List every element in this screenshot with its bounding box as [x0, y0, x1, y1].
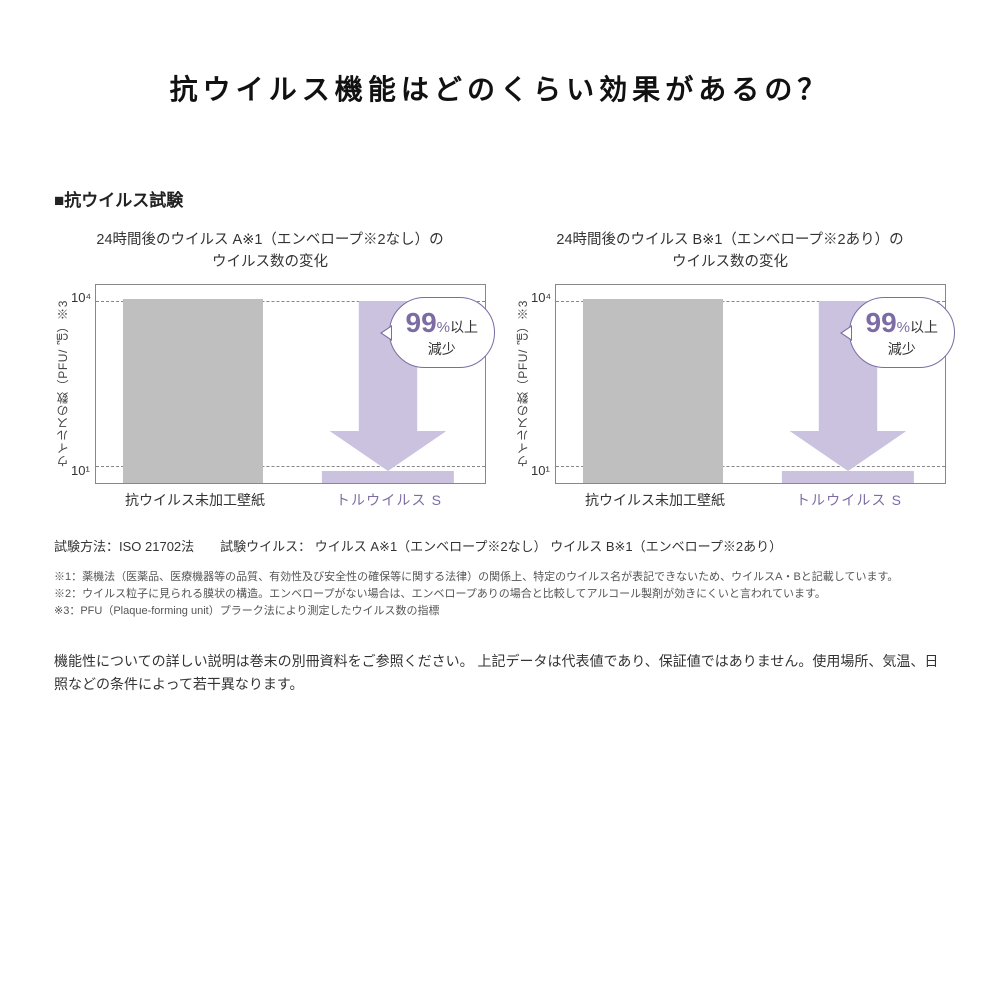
chart-a-yaxis: 10⁴ 10¹	[71, 284, 95, 484]
chart-a-title-line2: ウイルス数の変化	[212, 254, 328, 270]
page-title: 抗ウイルス機能はどのくらい効果があるの？	[54, 68, 946, 108]
chart-b: 24時間後のウイルス B※1（エンベロープ※2あり）の ウイルス数の変化 ウイル…	[514, 229, 946, 510]
disclaimer: 機能性についての詳しい説明は巻末の別冊資料をご参照ください。 上記データは代表値…	[54, 650, 946, 696]
chart-b-callout-pct: %	[897, 319, 910, 336]
chart-a-callout-line2: 減少	[406, 341, 479, 357]
footnotes: ※1：薬機法（医薬品、医療機器等の品質、有効性及び安全性の確保等に関する法律）の…	[54, 569, 946, 620]
chart-a-xlabel-treated: トルウイルス S	[292, 490, 486, 510]
chart-a-ytick-top: 10⁴	[71, 290, 91, 305]
chart-a-ytick-bot: 10¹	[71, 463, 91, 478]
footnote-1: ※1：薬機法（医薬品、医療機器等の品質、有効性及び安全性の確保等に関する法律）の…	[54, 569, 946, 586]
chart-a-bar-control	[123, 299, 263, 483]
chart-a-ylabel: ウイルスの数（PFU/ ㎠）※3	[54, 290, 71, 477]
chart-b-callout-tail-icon	[840, 325, 852, 341]
chart-a-xlabel-control: 抗ウイルス未加工壁紙	[98, 490, 292, 510]
chart-a-bar-treated	[322, 471, 454, 483]
chart-b-bar-control	[583, 299, 723, 483]
footnote-3: ※3：PFU（Plaque-forming unit）プラーク法により測定したウ…	[54, 603, 946, 620]
chart-b-bar-treated	[782, 471, 914, 483]
chart-a-callout-num: 99	[406, 307, 437, 338]
chart-b-callout: 99%以上 減少	[849, 297, 956, 368]
chart-b-ylabel: ウイルスの数（PFU/ ㎠）※3	[514, 290, 531, 477]
chart-b-yaxis: 10⁴ 10¹	[531, 284, 555, 484]
chart-b-plot: 99%以上 減少	[555, 284, 946, 484]
section-subheading: ■抗ウイルス試験	[54, 186, 946, 211]
chart-b-callout-num: 99	[866, 307, 897, 338]
chart-a: 24時間後のウイルス A※1（エンベロープ※2なし）の ウイルス数の変化 ウイル…	[54, 229, 486, 510]
chart-a-callout-tail-icon	[380, 325, 392, 341]
chart-a-callout-pct: %	[437, 319, 450, 336]
chart-a-callout-ijo: 以上	[450, 319, 478, 335]
chart-a-title: 24時間後のウイルス A※1（エンベロープ※2なし）の ウイルス数の変化	[54, 229, 486, 274]
footnote-2: ※2：ウイルス粒子に見られる膜状の構造。エンベロープがない場合は、エンベロープあ…	[54, 586, 946, 603]
chart-a-plot: 99%以上 減少	[95, 284, 486, 484]
chart-b-callout-line2: 減少	[866, 341, 939, 357]
chart-b-title-line1: 24時間後のウイルス B※1（エンベロープ※2あり）の	[556, 232, 903, 248]
chart-b-title: 24時間後のウイルス B※1（エンベロープ※2あり）の ウイルス数の変化	[514, 229, 946, 274]
chart-b-ytick-top: 10⁴	[531, 290, 551, 305]
chart-a-title-line1: 24時間後のウイルス A※1（エンベロープ※2なし）の	[96, 232, 443, 248]
chart-b-ytick-bot: 10¹	[531, 463, 551, 478]
chart-a-callout: 99%以上 減少	[389, 297, 496, 368]
chart-b-xlabel-control: 抗ウイルス未加工壁紙	[558, 490, 752, 510]
chart-b-callout-ijo: 以上	[910, 319, 938, 335]
chart-b-title-line2: ウイルス数の変化	[672, 254, 788, 270]
test-method: 試験方法：ISO 21702法 試験ウイルス： ウイルス A※1（エンベロープ※…	[54, 536, 946, 555]
charts-row: 24時間後のウイルス A※1（エンベロープ※2なし）の ウイルス数の変化 ウイル…	[54, 229, 946, 510]
chart-b-xlabel-treated: トルウイルス S	[752, 490, 946, 510]
